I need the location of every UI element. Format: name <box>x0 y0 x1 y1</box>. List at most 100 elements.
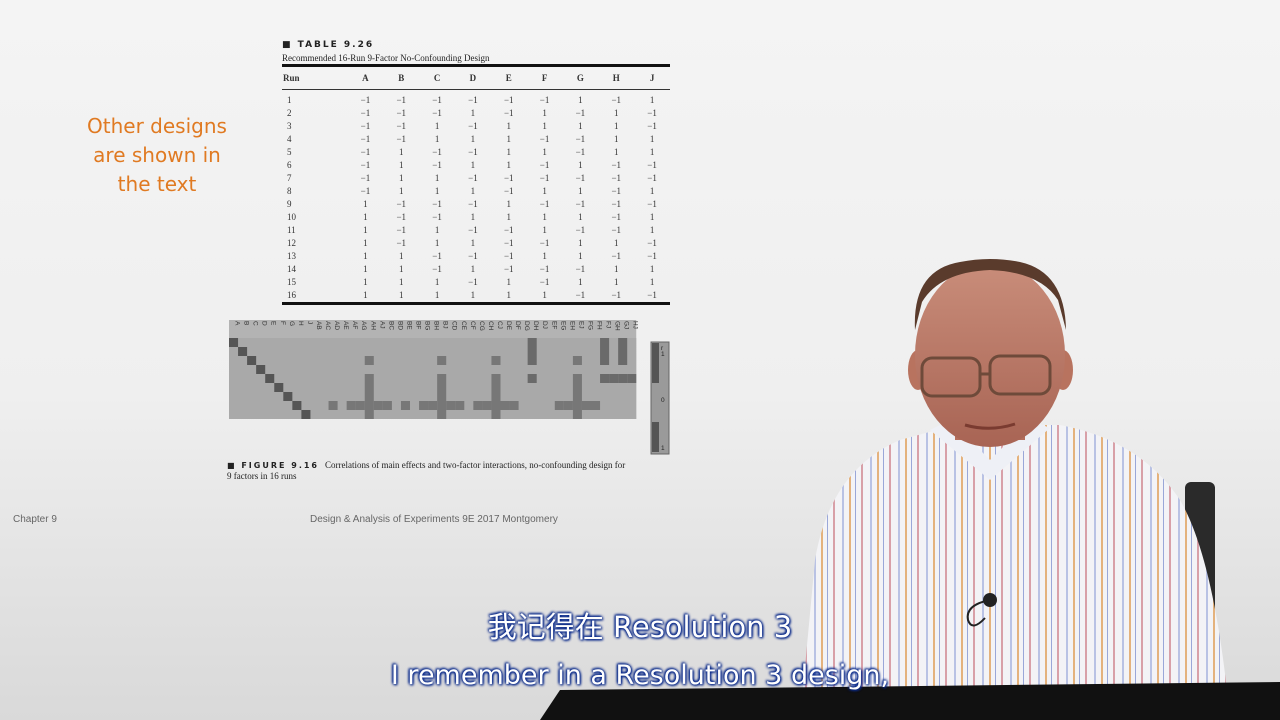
table-row: 13 1 1 −1 −1 −1 1 1 −1 −1 <box>282 250 670 263</box>
heatmap-cell <box>609 374 619 383</box>
heatmap-cell <box>346 401 356 410</box>
factor-level-cell: −1 <box>539 134 550 144</box>
factor-level-cell: −1 <box>503 173 514 183</box>
presenter-shirt <box>800 425 1230 720</box>
figure-label: ■ FIGURE 9.16 <box>227 461 319 470</box>
heatmap-cell <box>572 356 582 365</box>
factor-level-cell: 1 <box>399 251 404 261</box>
factor-level-cell: 1 <box>434 277 440 287</box>
factor-level-cell: 1 <box>613 134 619 144</box>
factor-level-cell: −1 <box>432 264 442 274</box>
heatmap-cell <box>437 401 447 410</box>
heatmap-column-label: CH <box>487 321 494 331</box>
column-header-run: Run <box>282 65 348 90</box>
heatmap-cell <box>618 347 628 356</box>
heatmap-cell <box>509 401 519 410</box>
side-note-line: the text <box>117 172 197 196</box>
table-row: 15 1 1 1 −1 1 −1 1 1 1 <box>282 276 670 289</box>
factor-level-cell: −1 <box>360 108 371 118</box>
heatmap-cell <box>292 401 302 410</box>
factor-level-cell: 1 <box>399 160 404 170</box>
heatmap-scale-label: r <box>661 345 664 352</box>
factor-level-cell: −1 <box>647 108 657 118</box>
correlation-heatmap: A B C D E F G H J AB AC AD AE AF AG AH AJ BC BD BE BF BG BH BJ C… <box>229 320 670 455</box>
heatmap-column-label: J <box>306 321 313 324</box>
table-body: 1 −1 −1 −1 −1 −1 −1 1 −1 1 2 −1 −1 −1 1 −1 1 −1 1 −1 3 −1 −1 1−… <box>282 90 670 304</box>
factor-level-cell: −1 <box>432 147 442 157</box>
table-row: 8 −1 1 1 1 −1 1 1 −1 1 <box>282 185 670 198</box>
heatmap-column-label: CF <box>469 321 476 330</box>
factor-level-cell: −1 <box>575 108 586 118</box>
factor-level-cell: −1 <box>611 212 622 222</box>
heatmap-cell <box>437 392 447 401</box>
factor-level-cell: −1 <box>360 160 371 170</box>
factor-level-cell: −1 <box>432 212 442 222</box>
factor-level-cell: 1 <box>613 147 619 157</box>
heatmap-cell <box>400 401 410 410</box>
factor-level-cell: 1 <box>399 173 404 183</box>
factor-level-cell: −1 <box>539 160 550 170</box>
factor-level-cell: 1 <box>649 212 655 222</box>
heatmap-cell <box>618 374 628 383</box>
factor-level-cell: −1 <box>575 134 586 144</box>
heatmap-scale-label: 1 <box>661 445 665 452</box>
factor-level-cell: −1 <box>360 173 371 183</box>
heatmap-cell <box>627 374 637 383</box>
heatmap-column-label: AF <box>351 321 358 329</box>
factor-level-cell: −1 <box>647 290 657 300</box>
factor-level-cell: −1 <box>396 134 407 144</box>
factor-level-cell: −1 <box>539 173 550 183</box>
factor-level-cell: 1 <box>470 212 476 222</box>
factor-level-cell: 1 <box>434 225 440 235</box>
factor-level-cell: −1 <box>503 264 514 274</box>
side-note-line: Other designs <box>87 114 227 138</box>
run-number-cell: 9 <box>287 199 292 209</box>
side-note-line: are shown in <box>93 143 221 167</box>
factor-level-cell: 1 <box>613 121 619 131</box>
run-number-cell: 14 <box>287 264 296 274</box>
heatmap-cell <box>572 410 582 419</box>
table-row: 11 1 −1 1 −1 −1 1 −1 −1 1 <box>282 224 670 237</box>
heatmap-cell <box>527 347 537 356</box>
table-header-row: Run A B C D E F G H J <box>282 65 670 90</box>
factor-level-cell: 1 <box>578 95 583 105</box>
factor-level-cell: −1 <box>432 199 442 209</box>
heatmap-cell <box>229 338 239 347</box>
run-number-cell: 13 <box>287 251 296 261</box>
factor-level-cell: −1 <box>647 173 657 183</box>
factor-level-cell: 1 <box>434 173 440 183</box>
heatmap-cell <box>238 347 248 356</box>
factor-level-cell: 1 <box>542 147 547 157</box>
factor-level-cell: −1 <box>360 134 371 144</box>
factor-level-cell: −1 <box>396 108 407 118</box>
heatmap-cell <box>572 401 582 410</box>
factor-level-cell: −1 <box>503 186 514 196</box>
factor-level-cell: 1 <box>649 134 655 144</box>
factor-level-cell: 1 <box>613 108 619 118</box>
heatmap-column-label: BH <box>433 321 440 330</box>
factor-level-cell: 1 <box>363 251 368 261</box>
factor-level-cell: 1 <box>363 212 368 222</box>
run-number-cell: 2 <box>287 108 292 118</box>
table-row: 4 −1 −1 1 1 1 −1 −1 1 1 <box>282 133 670 146</box>
factor-level-cell: 1 <box>542 290 547 300</box>
heatmap-column-label: FG <box>586 321 593 330</box>
factor-level-cell: 1 <box>578 277 583 287</box>
factor-level-cell: −1 <box>611 199 622 209</box>
run-number-cell: 10 <box>287 212 296 222</box>
factor-level-cell: −1 <box>539 199 550 209</box>
heatmap-column-label: AD <box>333 321 340 330</box>
factor-level-cell: 1 <box>506 290 511 300</box>
column-header-factor: B <box>383 65 420 90</box>
run-number-cell: 15 <box>287 277 296 287</box>
mic-cable <box>966 599 991 627</box>
factor-level-cell: 1 <box>399 277 404 287</box>
heatmap-column-label: CJ <box>496 321 503 329</box>
factor-level-cell: −1 <box>575 147 586 157</box>
table-row: 6 −1 1 −1 1 1 −1 1 −1 −1 <box>282 159 670 172</box>
factor-level-cell: 1 <box>613 238 619 248</box>
factor-level-cell: 1 <box>363 277 368 287</box>
heatmap-column-label: AB <box>315 321 322 330</box>
heatmap-cell <box>283 392 293 401</box>
